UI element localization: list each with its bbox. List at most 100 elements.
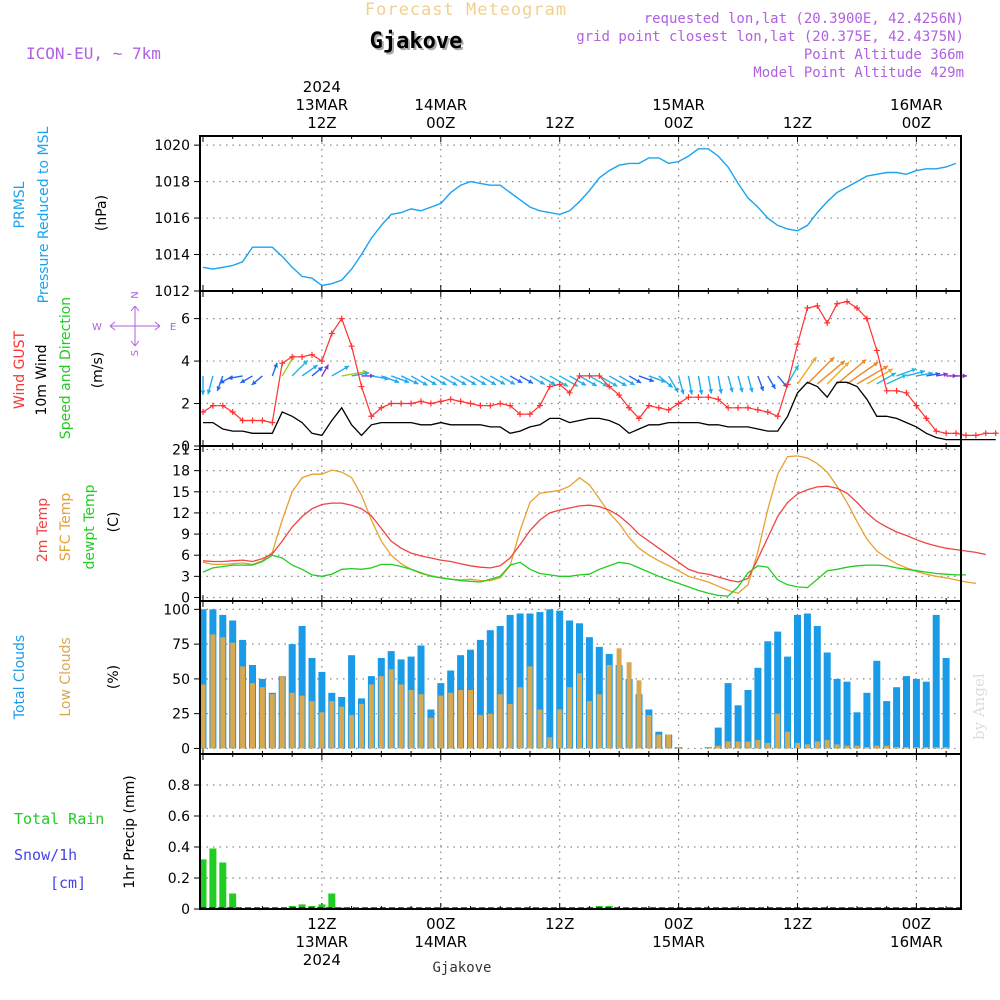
total-cloud-bar	[932, 614, 940, 749]
y-tick-label: 1016	[154, 211, 190, 227]
y-tick-label: 2	[181, 397, 190, 413]
low-cloud-bar	[547, 737, 553, 749]
wind-arrow-head	[591, 381, 597, 386]
total-cloud-bar	[724, 683, 732, 749]
gust-marker	[804, 304, 811, 311]
low-cloud-bar	[735, 741, 741, 749]
gust-marker	[408, 400, 415, 407]
low-cloud-bar	[755, 740, 761, 749]
gust-marker	[982, 430, 989, 437]
low-cloud-bar	[398, 684, 404, 749]
wind-arrow-head	[528, 379, 533, 384]
pressure-line	[202, 148, 957, 287]
low-cloud-bar	[765, 742, 771, 749]
gust-marker	[457, 398, 464, 405]
wind-arrow-head	[812, 356, 817, 362]
top-time-label: 00Z	[426, 114, 455, 132]
total-cloud-bar	[893, 687, 901, 749]
wind-arrow-head	[688, 389, 694, 395]
gust-marker	[962, 432, 969, 439]
wind-arrow-head	[698, 389, 704, 395]
total-cloud-bar	[784, 656, 792, 749]
low-cloud-bar	[418, 694, 424, 749]
low-cloud-bar	[339, 706, 345, 749]
bottom-time-label: 14MAR	[414, 933, 467, 951]
low-cloud-bar	[894, 747, 900, 749]
low-cloud-bar	[795, 742, 800, 749]
low-cloud-bar	[606, 665, 612, 749]
total-cloud-bar	[774, 631, 782, 749]
low-cloud-bar	[834, 744, 840, 749]
y-tick-label: 0	[181, 590, 190, 606]
total-cloud-bar	[843, 681, 851, 749]
low-cloud-bar	[487, 713, 493, 749]
wind-arrow	[806, 356, 835, 385]
rain-bar	[219, 862, 227, 909]
wind-arrow-head	[680, 389, 685, 395]
gust-marker	[437, 398, 444, 405]
top-time-label: 12Z	[783, 114, 812, 132]
wind-arrow-head	[227, 375, 233, 381]
low-cloud-bar	[388, 669, 394, 749]
y-tick-label: 21	[172, 443, 190, 459]
location-shadow: Gjakove	[372, 31, 465, 56]
y-tick-label: 1012	[154, 284, 190, 300]
total-cloud-bar	[863, 692, 871, 749]
gust-marker	[913, 402, 920, 409]
low-cloud-bar	[299, 695, 305, 749]
gust-marker	[853, 304, 860, 311]
low-cloud-bar	[864, 747, 870, 749]
top-time-label: 12Z	[545, 114, 574, 132]
low-cloud-bar	[517, 687, 523, 749]
y-tick-label: 1018	[154, 175, 190, 191]
gust-marker	[497, 400, 504, 407]
ylabel-precip: 1hr Precip (mm)	[122, 775, 138, 888]
wind-arrow-head	[920, 369, 925, 375]
low-cloud-bar	[775, 713, 781, 749]
wind-arrow-head	[887, 368, 893, 374]
low-cloud-bar	[626, 662, 632, 749]
y-tick-label: 0	[181, 902, 190, 918]
wind-arrow-head	[952, 373, 958, 379]
rain-bar	[209, 848, 217, 909]
total-cloud-bar	[476, 639, 484, 749]
bottom-time-label: 2024	[303, 951, 341, 969]
low-cloud-bar	[537, 709, 543, 749]
total-cloud-bar	[754, 667, 762, 749]
wind-arrow-head	[708, 388, 713, 394]
total-cloud-bar	[833, 678, 841, 749]
sfc-temp-line	[202, 455, 976, 595]
gust-marker	[744, 404, 751, 411]
total-cloud-bar	[585, 637, 593, 749]
low-cloud-bar	[497, 694, 503, 749]
wind-arrow-head	[206, 389, 212, 395]
low-cloud-bar	[884, 745, 890, 749]
wind-arrow-head	[273, 362, 278, 368]
total-cloud-bar	[516, 613, 524, 749]
gust-marker	[546, 383, 553, 390]
total-cloud-bar	[714, 727, 722, 749]
wind-arrow-head	[344, 365, 350, 371]
wind-arrow-head	[621, 381, 627, 386]
bottom-time-label: 16MAR	[890, 933, 943, 951]
y-tick-label: 12	[172, 506, 190, 522]
watermark: by Angel	[970, 673, 988, 740]
gust-marker	[735, 404, 742, 411]
low-cloud-bar	[596, 694, 602, 749]
wind-arrow-head	[718, 388, 723, 394]
gust-marker	[863, 315, 870, 322]
gust-marker	[536, 402, 543, 409]
gust-marker	[685, 394, 692, 401]
wind-arrow-head	[312, 365, 318, 370]
wind-arrow-head	[612, 382, 618, 387]
total-cloud-bar	[922, 681, 930, 749]
total-cloud-bar	[903, 676, 910, 749]
ylabel-sfc-temp: SFC Temp	[58, 493, 74, 562]
y-tick-label: 18	[172, 464, 190, 480]
low-cloud-bar	[785, 731, 791, 749]
y-tick-label: 0.6	[168, 809, 190, 825]
y-tick-label: 0	[181, 439, 190, 455]
total-cloud-bar	[556, 610, 564, 749]
ylabel-speed-direction: Speed and Direction	[58, 297, 74, 439]
gust-marker	[566, 389, 573, 396]
